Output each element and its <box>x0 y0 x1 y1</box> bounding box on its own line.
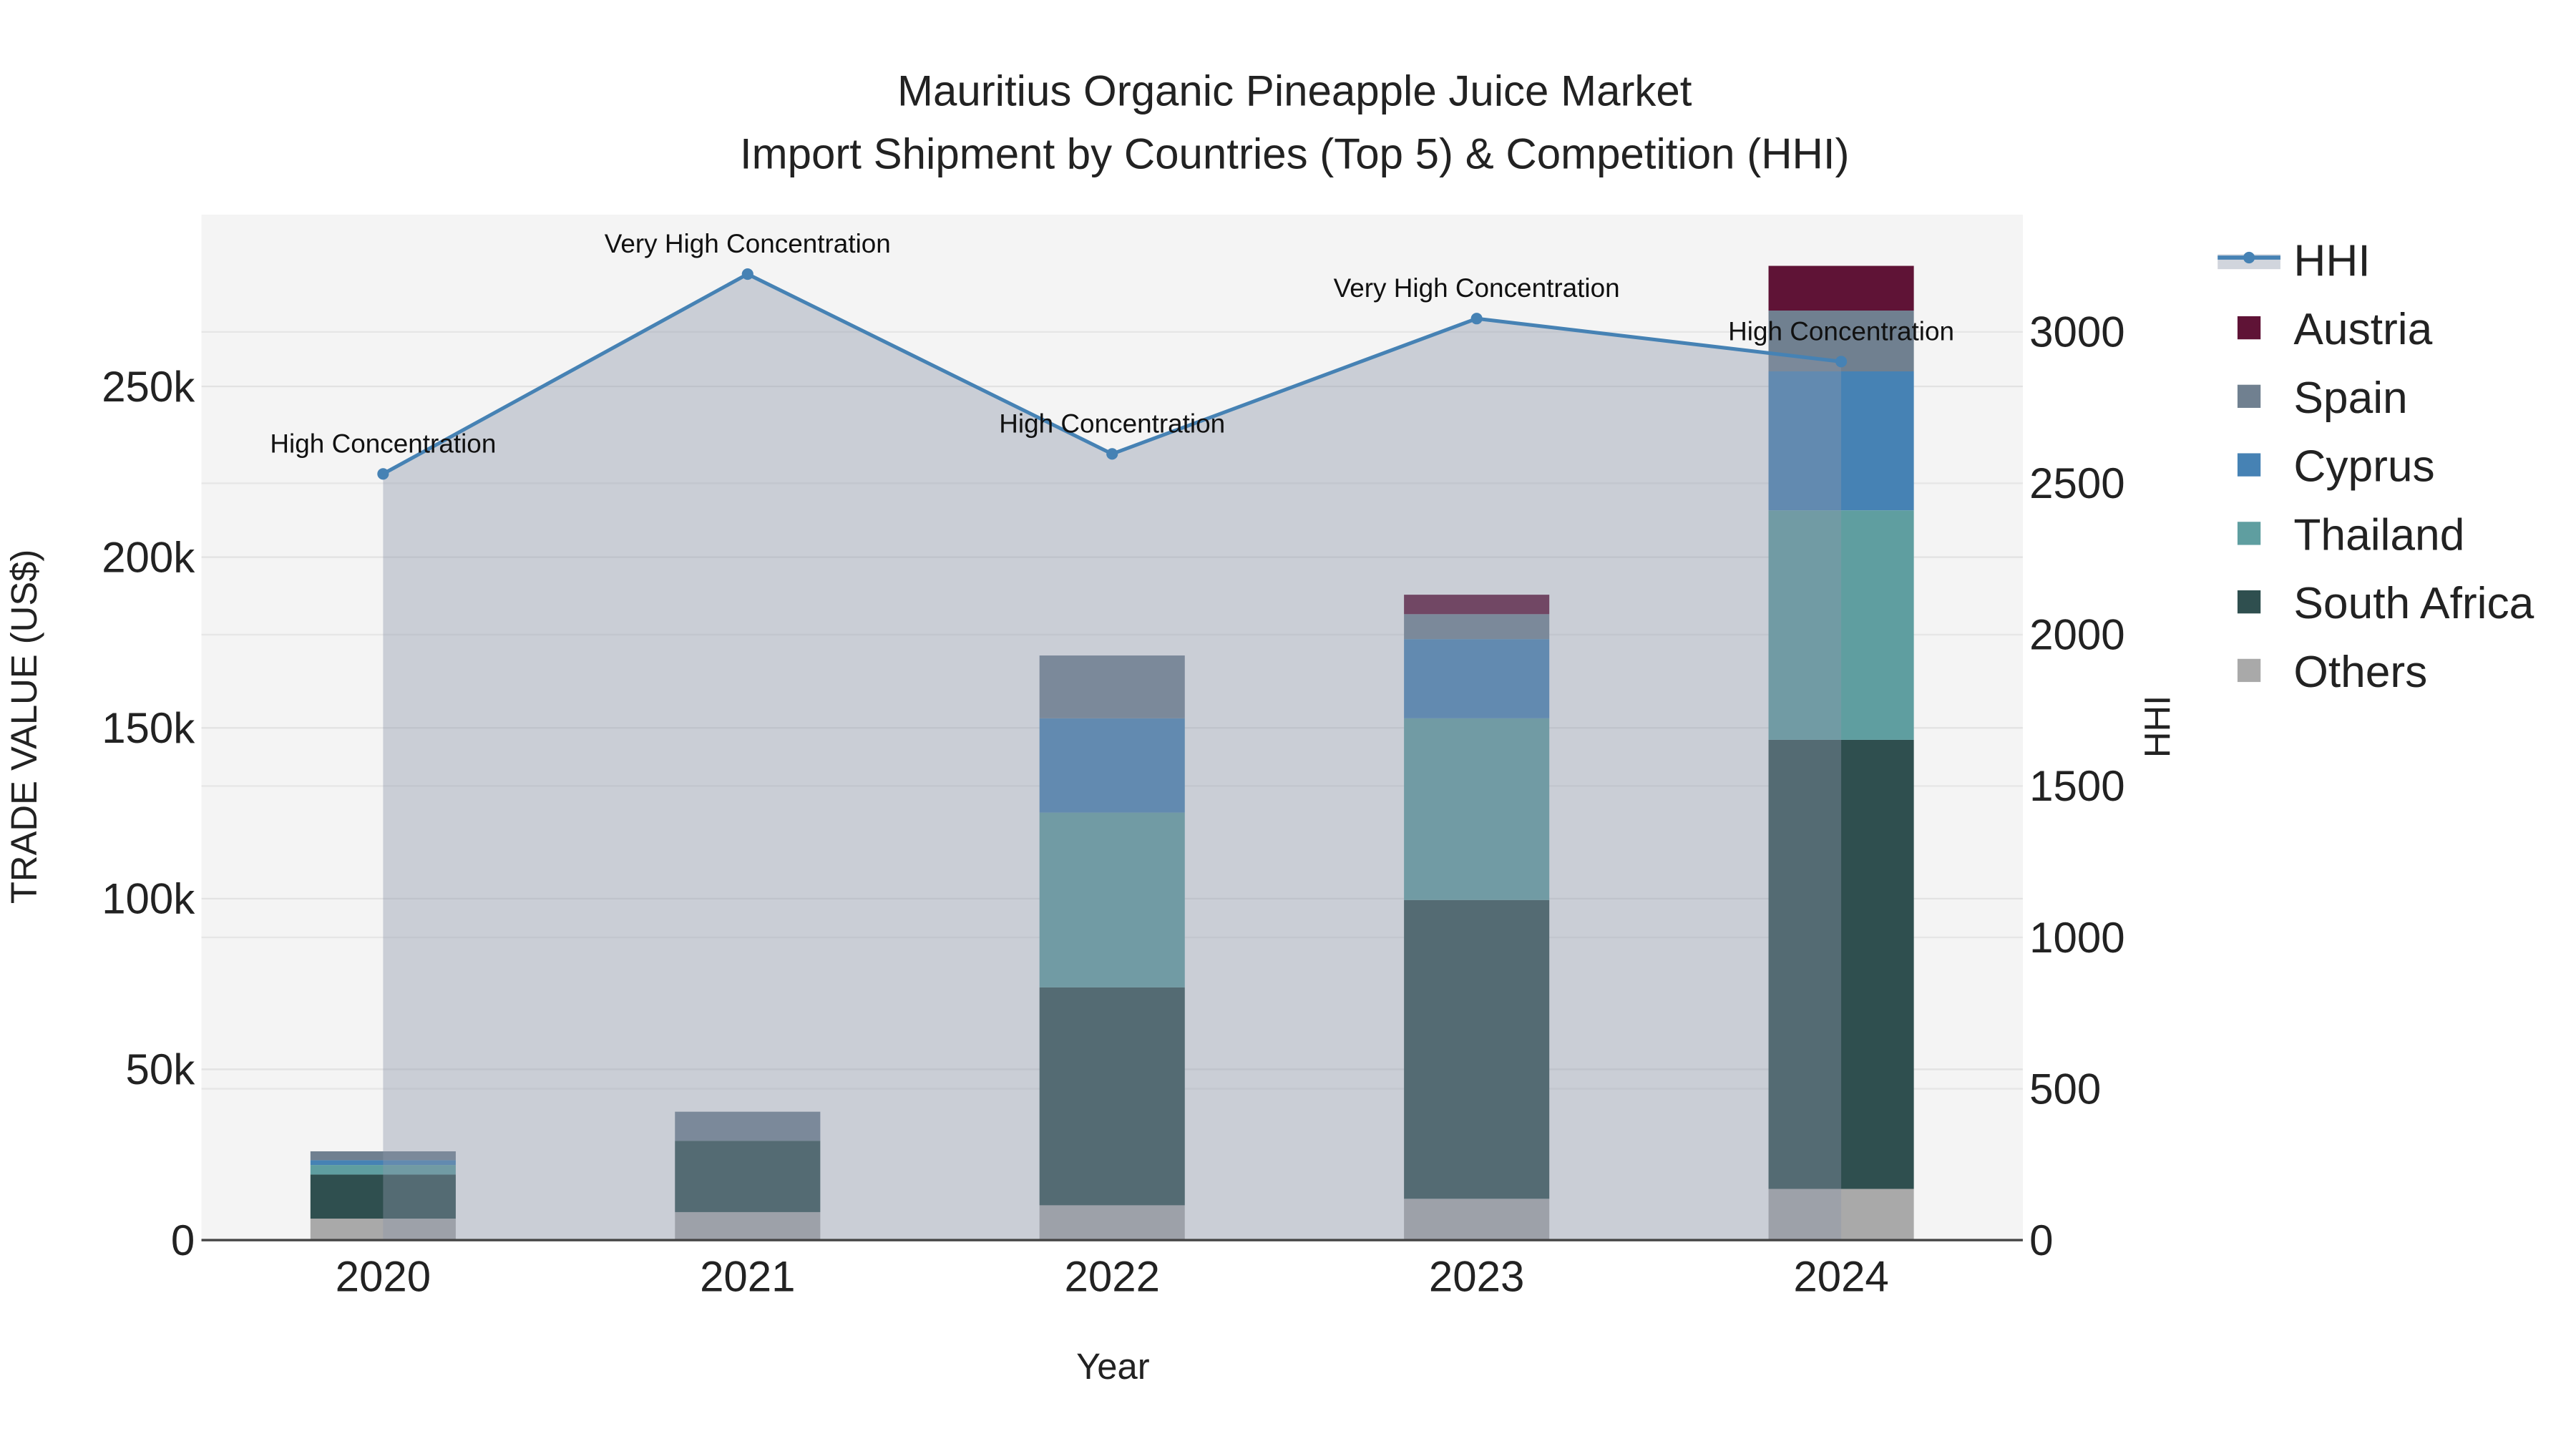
bar-cyprus <box>1039 718 1185 813</box>
hhi-point <box>741 268 753 280</box>
legend-label: Spain <box>2293 374 2407 423</box>
legend-item-austria: Austria <box>2237 305 2433 354</box>
bar-others <box>310 1219 456 1241</box>
bars <box>310 265 1914 1241</box>
legend-item-cyprus: Cyprus <box>2237 442 2435 492</box>
bar-cyprus <box>310 1160 456 1166</box>
bar-thailand <box>1404 718 1550 900</box>
y-tick-label: 50k <box>126 1045 196 1093</box>
bar-south-africa <box>675 1141 821 1212</box>
legend-swatch <box>2237 384 2261 408</box>
chart-title-line1: Mauritius Organic Pineapple Juice Market <box>897 67 1692 115</box>
bar-spain <box>1039 655 1185 718</box>
legend-label: Thailand <box>2293 510 2464 560</box>
hhi-annotation: Very High Concentration <box>1334 273 1620 303</box>
legend-item-south-africa: South Africa <box>2237 579 2534 628</box>
legend-swatch-hhi-marker <box>2243 251 2255 264</box>
legend-label: South Africa <box>2293 579 2534 628</box>
legend-swatch <box>2237 590 2261 614</box>
hhi-annotation: High Concentration <box>1728 316 1954 346</box>
y-tick-label: 100k <box>102 875 195 923</box>
legend-label: Others <box>2293 648 2427 697</box>
bar-south-africa <box>310 1174 456 1219</box>
axes: 2020 2021 2022 2023 2024 0 50k 100k 150k 200k 250k… <box>102 308 2124 1301</box>
bar-south-africa <box>1404 899 1550 1199</box>
y2-tick-label: 500 <box>2029 1065 2101 1113</box>
bar-cyprus <box>1404 639 1550 718</box>
y2-tick-label: 0 <box>2029 1216 2053 1264</box>
bar-others <box>1404 1199 1550 1241</box>
y-axis-label: TRADE VALUE (US$) <box>4 550 44 904</box>
y-tick-label: 250k <box>102 363 195 411</box>
bar-south-africa <box>1768 739 1914 1189</box>
hhi-point <box>1106 448 1118 460</box>
y-tick-label: 150k <box>102 704 195 752</box>
legend-swatch <box>2237 658 2261 683</box>
x-tick-label: 2021 <box>700 1253 795 1301</box>
hhi-series: High Concentration Very High Concentratio… <box>270 229 1954 1241</box>
y2-tick-label: 3000 <box>2029 308 2124 356</box>
legend-item-thailand: Thailand <box>2237 510 2464 560</box>
legend: HHI Austria Spain Cyprus Thailand South Afric… <box>2218 236 2534 697</box>
hhi-point <box>1470 313 1483 325</box>
hhi-point <box>377 468 389 480</box>
legend-item-hhi: HHI <box>2218 236 2371 286</box>
bar-south-africa <box>1039 987 1185 1206</box>
x-tick-label: 2023 <box>1429 1253 1524 1301</box>
bar-others <box>675 1211 821 1241</box>
chart-title-line2: Import Shipment by Countries (Top 5) & C… <box>740 130 1850 177</box>
hhi-area <box>383 274 1842 1241</box>
bar-spain <box>1404 614 1550 640</box>
hhi-annotation: High Concentration <box>270 429 496 458</box>
y2-tick-label: 2500 <box>2029 459 2124 507</box>
y2-axis-label: HHI <box>2137 696 2177 758</box>
bar-thailand <box>1768 510 1914 740</box>
legend-item-others: Others <box>2237 648 2427 697</box>
legend-label: Cyprus <box>2293 442 2434 492</box>
hhi-annotation: High Concentration <box>999 409 1225 438</box>
legend-swatch <box>2237 453 2261 477</box>
legend-item-spain: Spain <box>2237 374 2408 423</box>
bar-others <box>1039 1205 1185 1241</box>
bar-spain <box>310 1151 456 1161</box>
legend-swatch <box>2237 522 2261 545</box>
x-tick-label: 2020 <box>336 1253 431 1301</box>
bar-spain <box>675 1111 821 1141</box>
legend-swatch <box>2237 316 2261 340</box>
y2-tick-label: 1000 <box>2029 914 2124 962</box>
bar-thailand <box>310 1165 456 1175</box>
hhi-annotation: Very High Concentration <box>605 229 891 258</box>
y2-tick-label: 1500 <box>2029 762 2124 810</box>
hhi-point <box>1835 356 1848 368</box>
y-tick-label: 200k <box>102 533 195 581</box>
legend-label: Austria <box>2293 305 2432 354</box>
bar-cyprus <box>1768 371 1914 511</box>
bar-thailand <box>1039 812 1185 987</box>
bar-austria <box>1404 595 1550 615</box>
bar-others <box>1768 1189 1914 1241</box>
y2-tick-label: 2000 <box>2029 611 2124 659</box>
y-tick-label: 0 <box>171 1216 195 1264</box>
x-tick-label: 2022 <box>1064 1253 1159 1301</box>
x-tick-label: 2024 <box>1793 1253 1888 1301</box>
legend-label: HHI <box>2293 236 2370 286</box>
x-axis-label: Year <box>1076 1346 1150 1387</box>
bar-austria <box>1768 265 1914 311</box>
